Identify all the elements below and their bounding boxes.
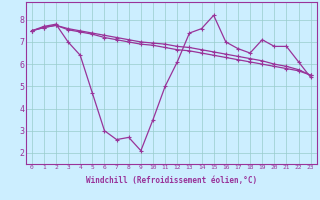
X-axis label: Windchill (Refroidissement éolien,°C): Windchill (Refroidissement éolien,°C) — [86, 176, 257, 185]
